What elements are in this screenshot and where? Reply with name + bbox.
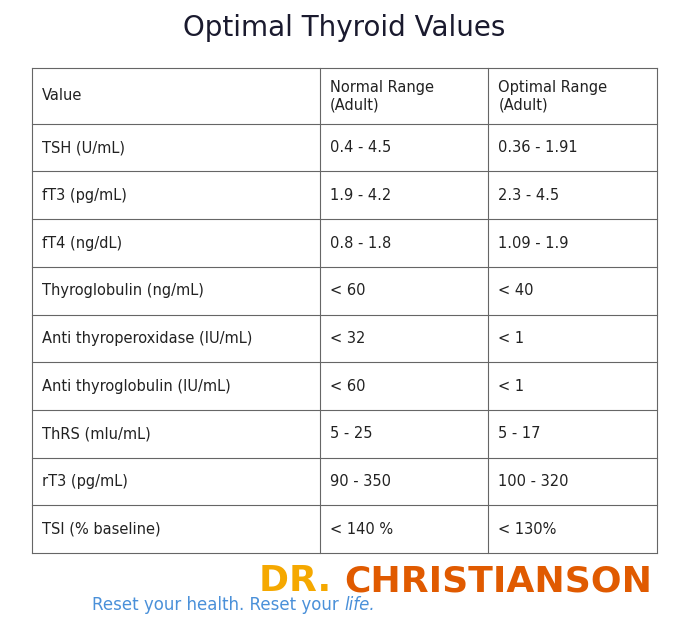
Text: Normal Range
(Adult): Normal Range (Adult) [329, 80, 433, 112]
Text: rT3 (pg/mL): rT3 (pg/mL) [42, 474, 128, 489]
Text: 2.3 - 4.5: 2.3 - 4.5 [498, 188, 559, 203]
Text: Anti thyroperoxidase (IU/mL): Anti thyroperoxidase (IU/mL) [42, 331, 252, 346]
Text: 0.8 - 1.8: 0.8 - 1.8 [329, 235, 391, 250]
Text: < 1: < 1 [498, 331, 524, 346]
Text: Thyroglobulin (ng/mL): Thyroglobulin (ng/mL) [42, 283, 204, 298]
Text: Reset your health. Reset your: Reset your health. Reset your [92, 596, 344, 614]
Text: < 130%: < 130% [498, 521, 557, 536]
Text: Optimal Range
(Adult): Optimal Range (Adult) [498, 80, 608, 112]
Text: TSH (U/mL): TSH (U/mL) [42, 140, 125, 155]
Text: 1.9 - 4.2: 1.9 - 4.2 [329, 188, 391, 203]
Text: fT4 (ng/dL): fT4 (ng/dL) [42, 235, 122, 250]
Text: 5 - 17: 5 - 17 [498, 426, 541, 441]
Text: 90 - 350: 90 - 350 [329, 474, 391, 489]
Text: < 60: < 60 [329, 379, 365, 394]
Text: TSI (% baseline): TSI (% baseline) [42, 521, 161, 536]
Text: Optimal Thyroid Values: Optimal Thyroid Values [183, 14, 506, 42]
Text: ThRS (mlu/mL): ThRS (mlu/mL) [42, 426, 151, 441]
Text: Value: Value [42, 88, 83, 103]
Text: < 40: < 40 [498, 283, 534, 298]
Text: 5 - 25: 5 - 25 [329, 426, 372, 441]
Text: 100 - 320: 100 - 320 [498, 474, 568, 489]
Text: CHRISTIANSON: CHRISTIANSON [344, 564, 652, 598]
Text: < 32: < 32 [329, 331, 365, 346]
Text: 0.4 - 4.5: 0.4 - 4.5 [329, 140, 391, 155]
Text: life.: life. [344, 596, 375, 614]
Text: < 1: < 1 [498, 379, 524, 394]
Text: fT3 (pg/mL): fT3 (pg/mL) [42, 188, 127, 203]
Text: < 140 %: < 140 % [329, 521, 393, 536]
Text: DR.: DR. [259, 564, 344, 598]
Text: 1.09 - 1.9: 1.09 - 1.9 [498, 235, 568, 250]
Text: < 60: < 60 [329, 283, 365, 298]
Text: 0.36 - 1.91: 0.36 - 1.91 [498, 140, 578, 155]
Text: Anti thyroglobulin (IU/mL): Anti thyroglobulin (IU/mL) [42, 379, 231, 394]
